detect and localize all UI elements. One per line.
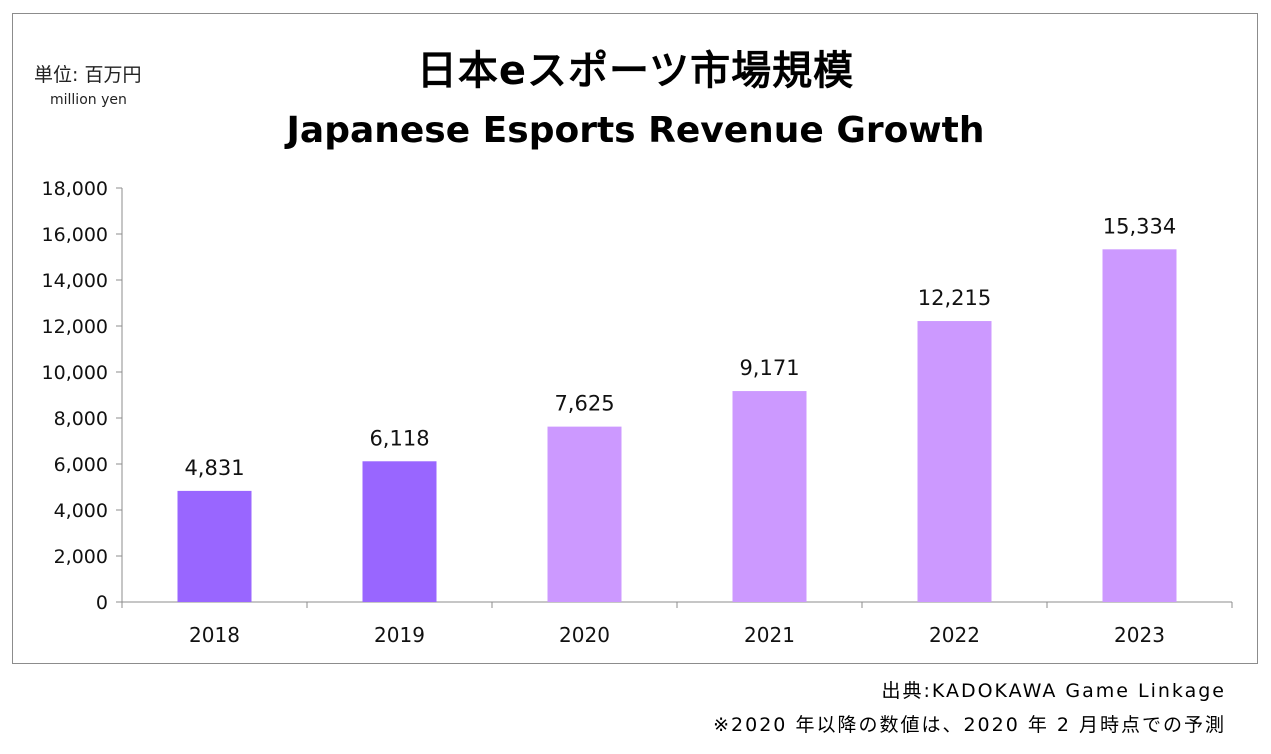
data-label: 9,171 (739, 356, 799, 380)
data-label: 15,334 (1103, 214, 1176, 238)
y-tick-label: 18,000 (42, 178, 108, 200)
y-tick-label: 14,000 (42, 270, 108, 292)
bar (917, 321, 992, 602)
unit-label-jp: 単位: 百万円 (34, 64, 142, 86)
data-label: 4,831 (184, 456, 244, 480)
y-tick-label: 12,000 (42, 316, 108, 338)
bar (547, 426, 622, 602)
x-tick-label: 2019 (374, 623, 425, 647)
bars (177, 249, 1177, 602)
x-axis: 2018 2019 2020 2021 2022 2023 (121, 601, 1233, 647)
bar (732, 391, 807, 602)
y-axis: 0 2,000 4,000 6,000 8,000 10,000 12,000 14,000 1… (42, 178, 123, 614)
data-label: 12,215 (918, 286, 991, 310)
x-tick-label: 2020 (559, 623, 610, 647)
y-tick-label: 6,000 (54, 454, 108, 476)
y-tick-label: 10,000 (42, 362, 108, 384)
y-tick-label: 2,000 (54, 546, 108, 568)
unit-label-en: million yen (50, 92, 127, 108)
data-label: 7,625 (554, 392, 614, 416)
chart-subtitle: Japanese Esports Revenue Growth (286, 110, 985, 151)
x-tick-label: 2018 (189, 623, 240, 647)
x-tick-label: 2023 (1114, 623, 1165, 647)
bar (177, 490, 252, 602)
bar (362, 461, 437, 602)
y-tick-label: 16,000 (42, 224, 108, 246)
forecast-note: ※2020 年以降の数値は、2020 年 2 月時点での予測 (713, 714, 1226, 736)
data-label: 6,118 (369, 426, 429, 450)
y-tick-label: 0 (96, 592, 108, 614)
y-tick-label: 8,000 (54, 408, 108, 430)
x-tick-label: 2022 (929, 623, 980, 647)
source-note: 出典:KADOKAWA Game Linkage (881, 680, 1226, 702)
x-tick-label: 2021 (744, 623, 795, 647)
bar (1102, 249, 1177, 602)
data-labels: 4,831 6,118 7,625 9,171 12,215 15,334 (184, 214, 1176, 480)
y-tick-label: 4,000 (54, 500, 108, 522)
chart-title: 日本eスポーツ市場規模 (416, 48, 855, 94)
